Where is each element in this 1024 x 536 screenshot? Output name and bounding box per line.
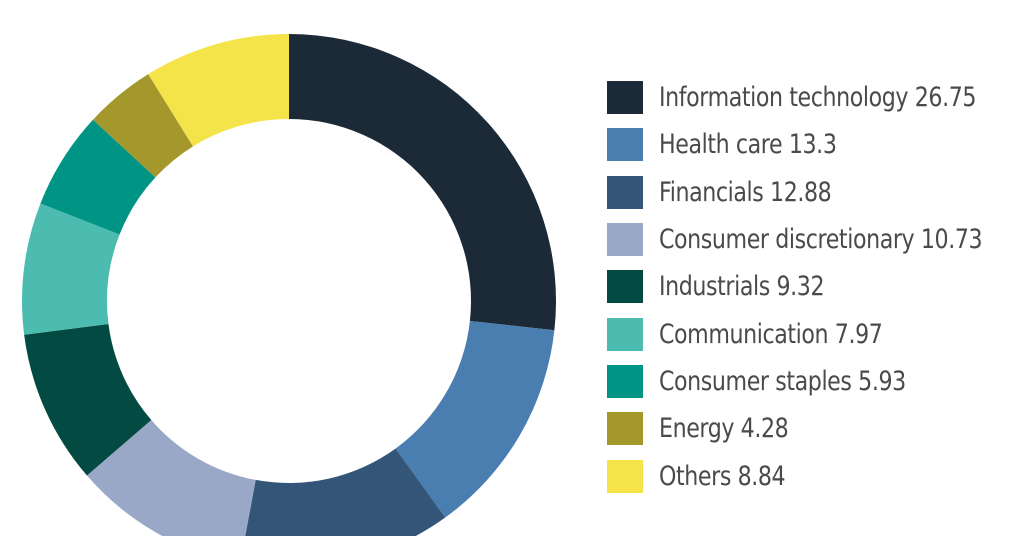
legend-label: Consumer staples 5.93 bbox=[659, 365, 906, 397]
chart-legend: Information technology 26.75 Health care… bbox=[607, 74, 1024, 500]
legend-item-information-technology: Information technology 26.75 bbox=[607, 74, 1024, 121]
legend-swatch bbox=[607, 81, 643, 115]
donut-segment-consumer-discretionary bbox=[86, 419, 256, 536]
donut-segment-industrials bbox=[24, 324, 152, 476]
legend-label: Financials 12.88 bbox=[659, 176, 832, 208]
legend-label: Consumer discretionary 10.73 bbox=[659, 224, 983, 256]
donut-segment-financials bbox=[245, 448, 446, 536]
legend-item-consumer-discretionary: Consumer discretionary 10.73 bbox=[607, 216, 1024, 263]
donut-segment-energy bbox=[92, 74, 194, 178]
donut-segment-communication bbox=[22, 203, 120, 335]
legend-label: Industrials 9.32 bbox=[659, 271, 825, 303]
legend-swatch bbox=[607, 175, 643, 209]
legend-swatch bbox=[607, 412, 643, 446]
legend-label: Others 8.84 bbox=[659, 460, 786, 492]
legend-label: Health care 13.3 bbox=[659, 129, 837, 161]
legend-item-consumer-staples: Consumer staples 5.93 bbox=[607, 358, 1024, 405]
legend-item-financials: Financials 12.88 bbox=[607, 169, 1024, 216]
legend-swatch bbox=[607, 364, 643, 398]
donut-chart bbox=[22, 34, 556, 536]
donut-segment-consumer-staples bbox=[40, 119, 156, 235]
legend-swatch bbox=[607, 459, 643, 493]
legend-item-communication: Communication 7.97 bbox=[607, 310, 1024, 357]
legend-label: Energy 4.28 bbox=[659, 413, 789, 445]
legend-label: Communication 7.97 bbox=[659, 318, 883, 350]
legend-swatch bbox=[607, 317, 643, 351]
legend-item-industrials: Industrials 9.32 bbox=[607, 263, 1024, 310]
legend-item-energy: Energy 4.28 bbox=[607, 405, 1024, 452]
legend-label: Information technology 26.75 bbox=[659, 82, 977, 114]
legend-swatch bbox=[607, 128, 643, 162]
legend-swatch bbox=[607, 223, 643, 257]
donut-segment-information-technology bbox=[289, 34, 556, 331]
donut-segment-others bbox=[148, 34, 289, 147]
legend-item-health-care: Health care 13.3 bbox=[607, 121, 1024, 168]
legend-item-others: Others 8.84 bbox=[607, 452, 1024, 499]
legend-swatch bbox=[607, 270, 643, 304]
donut-segment-health-care bbox=[395, 320, 555, 518]
